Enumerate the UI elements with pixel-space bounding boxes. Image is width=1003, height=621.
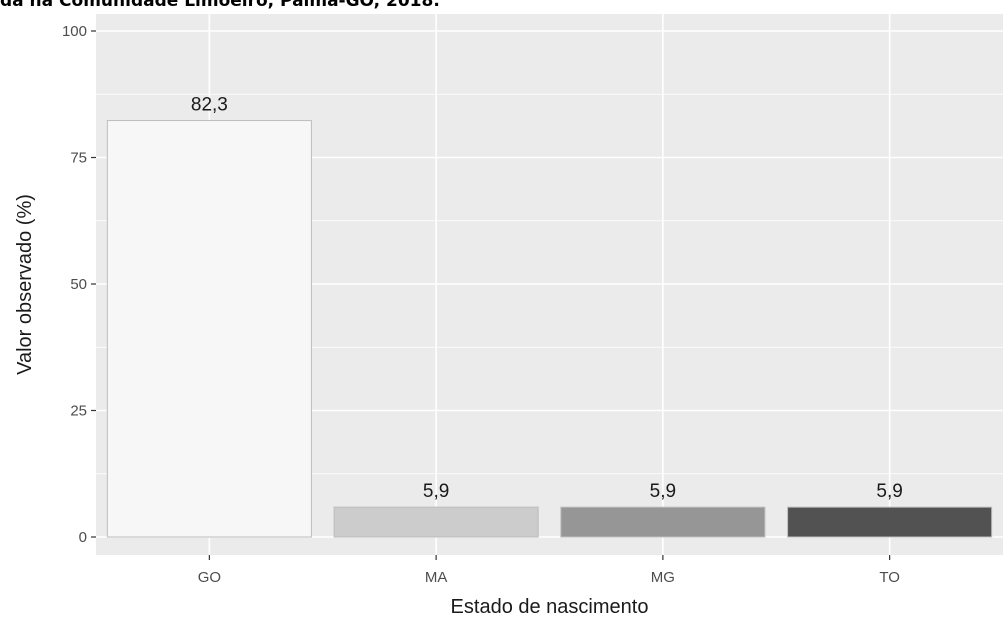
data-labels: 82,3 5,9 5,9 5,9 [191, 95, 903, 503]
y-tick-label: 100 [62, 23, 87, 40]
y-tick-label: 75 [70, 150, 87, 167]
x-axis-title: Estado de nascimento [451, 596, 649, 618]
data-label-ma: 5,9 [423, 481, 449, 502]
x-axis: GO MA MG TO [198, 555, 900, 586]
data-label-go: 82,3 [191, 95, 228, 116]
x-tick-label: TO [879, 569, 900, 586]
y-tick-label: 0 [79, 529, 87, 546]
chart-title: da na Comunidade Limoeiro, Palma-GO, 201… [0, 0, 440, 11]
y-axis-title: Valor observado (%) [14, 194, 36, 375]
bar-to [787, 506, 993, 538]
x-tick-label: MG [651, 569, 675, 586]
y-tick-label: 50 [70, 276, 87, 293]
data-label-mg: 5,9 [650, 481, 676, 502]
bar-ma [333, 506, 539, 538]
data-label-to: 5,9 [876, 481, 902, 502]
x-tick-label: MA [425, 569, 448, 586]
x-tick-label: GO [198, 569, 221, 586]
y-axis: 0 25 50 75 100 [62, 23, 96, 546]
y-tick-label: 25 [70, 403, 87, 420]
bars [106, 120, 993, 538]
bar-go [106, 120, 312, 538]
bar-mg [560, 506, 766, 538]
